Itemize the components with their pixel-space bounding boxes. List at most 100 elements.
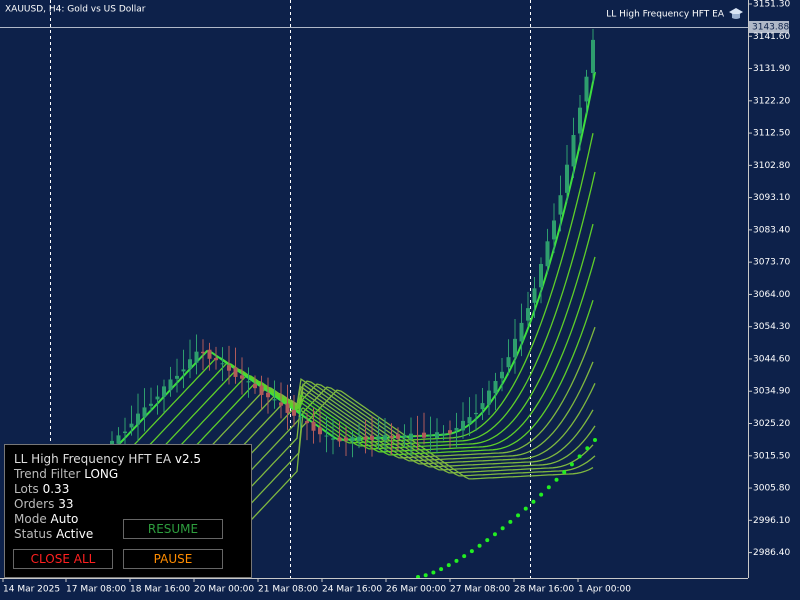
time-label: 1 Apr 00:00 bbox=[578, 585, 631, 595]
candle-body bbox=[123, 431, 127, 434]
field-value: Auto bbox=[50, 512, 79, 526]
price-label: 2996.10 bbox=[753, 516, 790, 526]
sar-dot bbox=[523, 506, 528, 511]
candle-body bbox=[240, 375, 244, 379]
sar-dot bbox=[477, 543, 482, 548]
sar-dot bbox=[593, 438, 597, 442]
candle-body bbox=[383, 435, 387, 441]
candle-body bbox=[409, 433, 413, 440]
candle-body bbox=[474, 412, 478, 415]
price-label: 3054.30 bbox=[753, 322, 790, 332]
candle-body bbox=[435, 432, 439, 438]
panel-field: Trend Filter LONG bbox=[14, 467, 118, 481]
candle-body bbox=[441, 433, 446, 435]
sar-dot bbox=[562, 470, 567, 475]
candle-body bbox=[513, 338, 517, 358]
field-label: Mode bbox=[14, 512, 47, 526]
field-label: Orders bbox=[14, 497, 55, 511]
time-label: 20 Mar 00:00 bbox=[194, 585, 254, 595]
sar-dot bbox=[531, 499, 536, 504]
candle-body bbox=[350, 437, 355, 442]
candle-body bbox=[565, 164, 569, 193]
price-label: 3122.20 bbox=[753, 96, 790, 106]
sar-dot bbox=[569, 462, 574, 467]
candle-body bbox=[402, 435, 407, 438]
candle-body bbox=[227, 365, 231, 371]
sar-dot bbox=[454, 558, 459, 563]
field-label: Trend Filter bbox=[14, 467, 81, 481]
price-label: 3093.10 bbox=[753, 193, 790, 203]
pause-button[interactable]: PAUSE bbox=[123, 549, 223, 569]
sar-dot bbox=[431, 570, 436, 575]
resume-button[interactable]: RESUME bbox=[123, 519, 223, 539]
sar-dot bbox=[423, 573, 428, 578]
sar-dot bbox=[546, 485, 551, 490]
candle-body bbox=[519, 322, 524, 342]
sar-dot bbox=[446, 563, 451, 568]
sar-dot bbox=[492, 532, 497, 537]
price-label: 3073.70 bbox=[753, 258, 790, 268]
candle-body bbox=[357, 436, 361, 442]
candle-body bbox=[337, 437, 342, 442]
candle-body bbox=[500, 371, 504, 379]
candle-body bbox=[136, 413, 140, 425]
time-label: 17 Mar 08:00 bbox=[66, 585, 126, 595]
candle-body bbox=[149, 403, 153, 406]
field-value: 33 bbox=[58, 497, 74, 511]
candle-body bbox=[584, 76, 589, 102]
candle-body bbox=[331, 438, 335, 440]
moving-average bbox=[126, 171, 596, 470]
candle-body bbox=[467, 417, 472, 424]
candle-body bbox=[175, 375, 179, 379]
close-all-button[interactable]: CLOSE ALL bbox=[13, 549, 113, 569]
price-label: 3102.80 bbox=[753, 161, 790, 171]
price-label: 3044.60 bbox=[753, 354, 790, 364]
time-label: 21 Mar 08:00 bbox=[258, 585, 318, 595]
candle-body bbox=[259, 385, 264, 395]
sar-dot bbox=[585, 446, 590, 451]
candle-body bbox=[370, 435, 374, 440]
candle-body bbox=[493, 381, 498, 394]
candle-body bbox=[480, 403, 485, 410]
time-label: 14 Mar 2025 bbox=[3, 585, 60, 595]
time-label: 27 Mar 08:00 bbox=[450, 585, 510, 595]
moving-average bbox=[120, 133, 594, 460]
candle-body bbox=[272, 399, 277, 401]
candle-body bbox=[285, 403, 290, 413]
candle-body bbox=[324, 435, 329, 437]
candle-body bbox=[298, 417, 303, 419]
panel-field: Status Active bbox=[14, 527, 93, 541]
candle-body bbox=[246, 381, 251, 383]
candle-body bbox=[396, 434, 400, 439]
price-label: 3151.30 bbox=[753, 0, 790, 10]
sar-dot bbox=[462, 554, 467, 559]
candle-body bbox=[344, 437, 348, 441]
candle-body bbox=[116, 435, 121, 444]
sar-dot bbox=[577, 454, 582, 459]
price-label: 3064.00 bbox=[753, 290, 790, 300]
sar-dot bbox=[516, 513, 521, 518]
panel-version: v2.5 bbox=[174, 452, 202, 466]
candle-body bbox=[253, 383, 257, 389]
candle-body bbox=[526, 308, 530, 321]
candle-body bbox=[279, 402, 283, 406]
sar-dot bbox=[508, 519, 513, 524]
candle-body bbox=[168, 379, 173, 390]
candle-body bbox=[129, 423, 134, 428]
moving-average bbox=[195, 389, 594, 578]
price-label: 3112.50 bbox=[753, 129, 790, 139]
panel-field: Orders 33 bbox=[14, 497, 73, 511]
sar-dot bbox=[416, 575, 420, 578]
moving-average bbox=[150, 326, 596, 511]
candle-body bbox=[162, 386, 166, 397]
candle-body bbox=[545, 241, 550, 267]
price-label: 3131.90 bbox=[753, 64, 790, 74]
candle-body bbox=[552, 220, 556, 240]
panel-title: LL High Frequency HFT EA bbox=[14, 452, 172, 466]
ea-name: LL High Frequency HFT EA bbox=[606, 10, 725, 20]
candle-body bbox=[376, 436, 381, 440]
sar-dot bbox=[554, 477, 559, 482]
candle-body bbox=[578, 107, 582, 134]
time-label: 18 Mar 16:00 bbox=[130, 585, 190, 595]
price-label: 3025.20 bbox=[753, 419, 790, 429]
